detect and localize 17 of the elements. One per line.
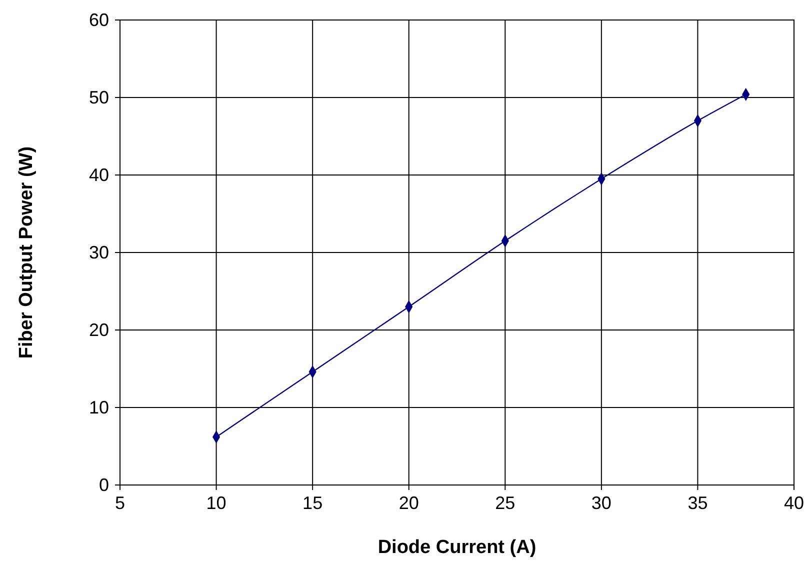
y-tick-label: 20 <box>88 320 109 340</box>
y-tick-label: 0 <box>98 474 109 495</box>
x-tick-label: 25 <box>495 492 516 513</box>
y-axis-title: Fiber Output Power (W) <box>16 146 37 359</box>
x-tick-label: 35 <box>688 492 708 513</box>
y-tick-label: 40 <box>88 164 109 185</box>
y-tick-label: 30 <box>88 242 109 262</box>
y-tick-label: 60 <box>88 10 109 30</box>
x-tick-label: 5 <box>114 492 126 513</box>
x-axis-title: Diode Current (A) <box>378 537 536 558</box>
x-tick-label: 10 <box>206 492 226 513</box>
x-tick-label: 20 <box>398 492 419 513</box>
x-tick-label: 15 <box>302 492 323 513</box>
y-tick-label: 50 <box>88 87 109 108</box>
x-tick-label: 40 <box>784 492 804 513</box>
y-tick-label: 10 <box>88 397 109 418</box>
x-tick-label: 30 <box>591 492 612 513</box>
